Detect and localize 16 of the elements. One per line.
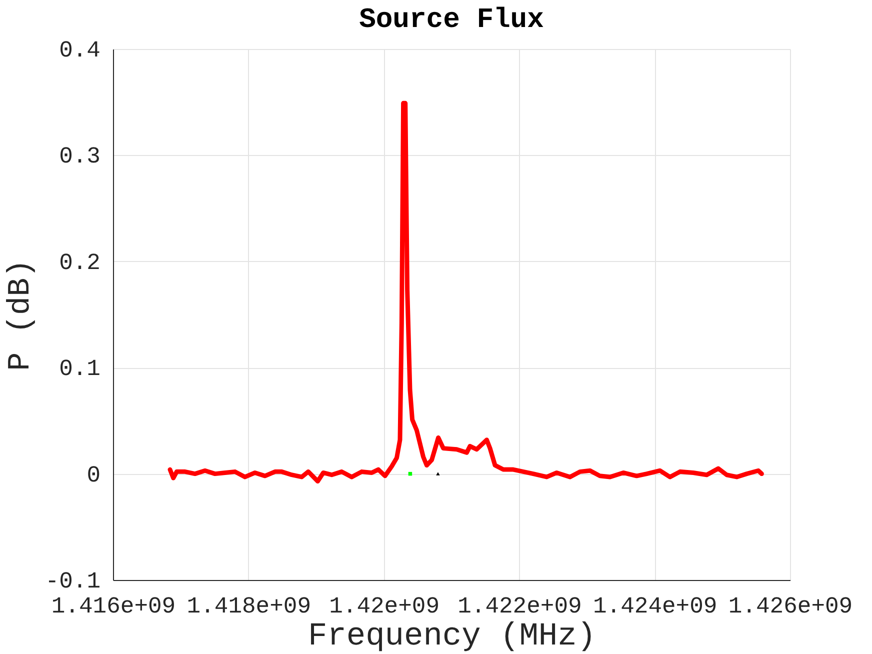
x-tick-label: 1.42e+09 (329, 594, 440, 620)
y-tick-label: 0 (86, 462, 100, 488)
x-tick-label: 1.418e+09 (186, 594, 312, 620)
chart-title: Source Flux (359, 5, 544, 36)
x-tick-label: 1.426e+09 (728, 594, 853, 620)
line-series (168, 100, 764, 484)
x-axis-title: Frequency (MHz) (308, 618, 596, 654)
y-axis-title: P (dB) (3, 259, 38, 371)
y-tick-label: 0.3 (59, 144, 100, 170)
x-tick-label: 1.422e+09 (458, 594, 582, 620)
y-tick-label: 0.1 (59, 356, 100, 382)
y-tick-label: 0.2 (59, 250, 100, 276)
x-tick-label: 1.424e+09 (592, 594, 718, 620)
y-tick-label: 0.4 (59, 38, 100, 64)
y-tick-label: -0.1 (45, 568, 100, 594)
x-tick-label: 1.416e+09 (51, 594, 176, 620)
